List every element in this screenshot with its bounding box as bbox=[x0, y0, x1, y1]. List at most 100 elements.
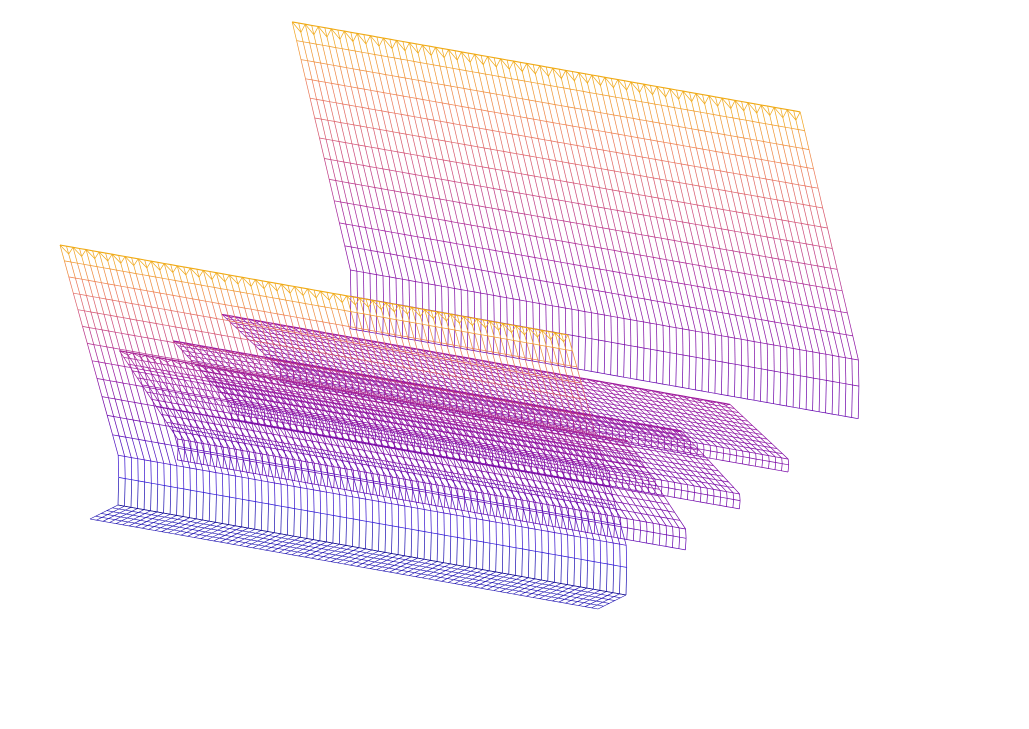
mesh-line bbox=[613, 525, 615, 538]
mesh-line bbox=[385, 485, 387, 497]
floor-line bbox=[467, 571, 496, 587]
mesh-line bbox=[690, 407, 697, 413]
mesh-line bbox=[402, 96, 409, 116]
floor-line bbox=[591, 593, 620, 609]
mesh-line bbox=[555, 445, 561, 454]
mesh-line bbox=[305, 78, 311, 99]
mesh-line bbox=[568, 396, 574, 402]
mesh-line bbox=[88, 327, 95, 345]
mesh-line bbox=[662, 452, 669, 458]
mesh-line bbox=[734, 364, 736, 397]
mesh-line bbox=[408, 360, 415, 366]
mesh-line bbox=[253, 423, 260, 432]
mesh-line bbox=[310, 412, 317, 420]
mesh-line bbox=[501, 424, 507, 432]
mesh-line bbox=[628, 99, 634, 119]
mesh-line bbox=[675, 397, 681, 403]
mesh-line bbox=[579, 437, 585, 446]
mesh-line bbox=[306, 339, 312, 345]
mesh-line bbox=[284, 428, 290, 448]
mesh-line bbox=[574, 243, 581, 266]
mesh-line bbox=[191, 361, 197, 380]
mesh-line bbox=[572, 436, 578, 444]
mesh-line bbox=[752, 440, 758, 446]
mesh-line bbox=[537, 405, 543, 411]
mesh-line bbox=[581, 416, 587, 423]
mesh-line bbox=[447, 180, 454, 202]
mesh-line bbox=[178, 427, 185, 448]
mesh-line bbox=[169, 464, 172, 487]
mesh-line bbox=[514, 409, 520, 415]
mesh-line bbox=[662, 325, 664, 352]
mesh-line bbox=[482, 360, 488, 365]
floor-line bbox=[500, 577, 529, 592]
mesh-line bbox=[391, 354, 397, 360]
mesh-line bbox=[321, 404, 327, 412]
mesh-line bbox=[792, 241, 799, 263]
mesh-line bbox=[524, 136, 531, 157]
mesh-line bbox=[640, 439, 646, 446]
mesh-line bbox=[701, 332, 703, 359]
mesh-line bbox=[207, 332, 214, 350]
mesh-line bbox=[586, 388, 592, 394]
floor-line bbox=[168, 518, 197, 534]
mesh-line bbox=[131, 438, 139, 459]
mesh-line bbox=[244, 308, 250, 325]
mesh-line bbox=[489, 459, 496, 467]
mesh-line bbox=[548, 411, 554, 417]
mesh-line bbox=[208, 493, 211, 522]
mesh-line bbox=[603, 448, 609, 456]
mesh-line bbox=[413, 439, 419, 447]
mesh-line bbox=[540, 177, 547, 198]
mesh-line bbox=[458, 362, 464, 368]
mesh-line bbox=[215, 386, 724, 477]
mesh-line bbox=[404, 356, 410, 362]
mesh-line bbox=[613, 404, 620, 410]
mesh-line bbox=[281, 422, 287, 430]
mesh-line bbox=[719, 490, 721, 498]
mesh-line bbox=[419, 62, 426, 82]
mesh-line bbox=[753, 436, 760, 442]
mesh-line bbox=[524, 458, 530, 467]
mesh-line bbox=[542, 496, 550, 505]
mesh-line bbox=[356, 271, 358, 298]
mesh-line bbox=[132, 370, 641, 462]
mesh-line bbox=[732, 436, 739, 443]
mesh-line bbox=[205, 415, 212, 434]
mesh-line bbox=[209, 454, 212, 466]
mesh-line bbox=[598, 441, 604, 449]
mesh-line bbox=[684, 127, 691, 147]
mesh-line bbox=[702, 412, 708, 418]
mesh-line bbox=[164, 443, 171, 465]
mesh-line bbox=[600, 478, 606, 487]
mesh-line bbox=[96, 266, 102, 283]
mesh-line bbox=[248, 324, 255, 341]
mesh-line bbox=[783, 280, 790, 303]
mesh-line bbox=[295, 452, 302, 462]
mesh-line bbox=[454, 369, 460, 374]
mesh-line bbox=[681, 430, 687, 436]
mesh-line bbox=[587, 476, 593, 485]
mesh-line bbox=[483, 502, 485, 515]
mesh-line bbox=[704, 409, 710, 415]
mesh-line bbox=[425, 389, 430, 395]
mesh-line bbox=[423, 428, 429, 436]
mesh-line bbox=[401, 428, 408, 436]
mesh-line bbox=[747, 420, 753, 426]
mesh-line bbox=[188, 351, 194, 357]
mesh-line bbox=[462, 163, 468, 184]
mesh-line bbox=[711, 267, 718, 290]
mesh-line bbox=[794, 303, 802, 327]
mesh-line bbox=[84, 310, 90, 328]
mesh-line bbox=[344, 245, 351, 271]
mesh-line bbox=[474, 54, 480, 73]
mesh-line bbox=[262, 461, 269, 482]
mesh-line bbox=[571, 202, 577, 224]
mesh-line bbox=[142, 321, 149, 338]
mesh-line bbox=[409, 97, 415, 117]
mesh-line bbox=[690, 285, 697, 309]
mesh-line bbox=[519, 380, 525, 386]
mesh-line bbox=[254, 479, 256, 502]
mesh-line bbox=[695, 426, 701, 432]
mesh-line bbox=[225, 418, 232, 438]
